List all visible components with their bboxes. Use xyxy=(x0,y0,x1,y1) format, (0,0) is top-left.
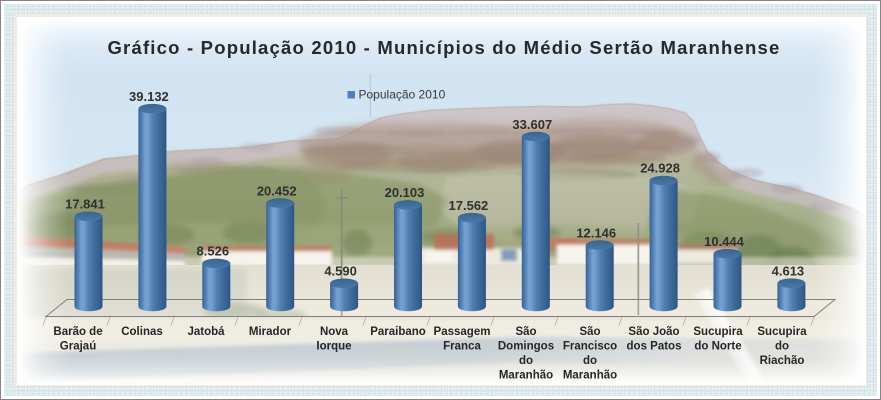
svg-text:do: do xyxy=(519,355,533,367)
svg-text:Franca: Franca xyxy=(443,340,481,352)
svg-text:Colinas: Colinas xyxy=(121,326,163,338)
svg-text:Francisco: Francisco xyxy=(563,340,617,352)
svg-text:10.444: 10.444 xyxy=(704,234,745,249)
svg-text:39.132: 39.132 xyxy=(129,89,169,104)
svg-text:17.841: 17.841 xyxy=(65,197,105,212)
svg-text:8.526: 8.526 xyxy=(197,244,230,259)
svg-text:Mirador: Mirador xyxy=(249,326,292,338)
svg-text:Iorque: Iorque xyxy=(316,340,351,352)
svg-text:Gráfico - População 2010 - Mun: Gráfico - População 2010 - Municípios do… xyxy=(107,37,780,58)
svg-text:do: do xyxy=(583,355,597,367)
svg-text:20.452: 20.452 xyxy=(257,183,297,198)
svg-text:Barão de: Barão de xyxy=(53,326,102,338)
svg-text:Sucupira: Sucupira xyxy=(757,326,807,338)
svg-text:12.146: 12.146 xyxy=(576,225,616,240)
svg-text:População 2010: População 2010 xyxy=(359,88,446,102)
svg-text:24.928: 24.928 xyxy=(640,161,680,176)
svg-text:do Norte: do Norte xyxy=(694,340,741,352)
svg-text:São: São xyxy=(579,326,600,338)
svg-text:Maranhão: Maranhão xyxy=(563,369,617,381)
svg-text:Nova: Nova xyxy=(320,326,349,338)
svg-text:17.562: 17.562 xyxy=(449,198,489,213)
svg-text:Sucupira: Sucupira xyxy=(693,326,743,338)
svg-text:do: do xyxy=(775,340,789,352)
svg-text:33.607: 33.607 xyxy=(512,117,552,132)
svg-text:4.613: 4.613 xyxy=(772,263,805,278)
svg-text:Jatobá: Jatobá xyxy=(187,326,225,338)
svg-text:Riachão: Riachão xyxy=(760,355,805,367)
svg-text:Paraibano: Paraibano xyxy=(370,326,426,338)
svg-text:Maranhão: Maranhão xyxy=(499,369,553,381)
svg-text:Passagem: Passagem xyxy=(434,326,491,338)
svg-text:São: São xyxy=(515,326,536,338)
svg-text:20.103: 20.103 xyxy=(385,185,425,200)
svg-text:Domingos: Domingos xyxy=(498,340,554,352)
svg-text:4.590: 4.590 xyxy=(324,264,357,279)
svg-text:dos Patos: dos Patos xyxy=(627,340,682,352)
svg-text:São João: São João xyxy=(628,326,679,338)
svg-text:Grajaú: Grajaú xyxy=(60,340,96,352)
